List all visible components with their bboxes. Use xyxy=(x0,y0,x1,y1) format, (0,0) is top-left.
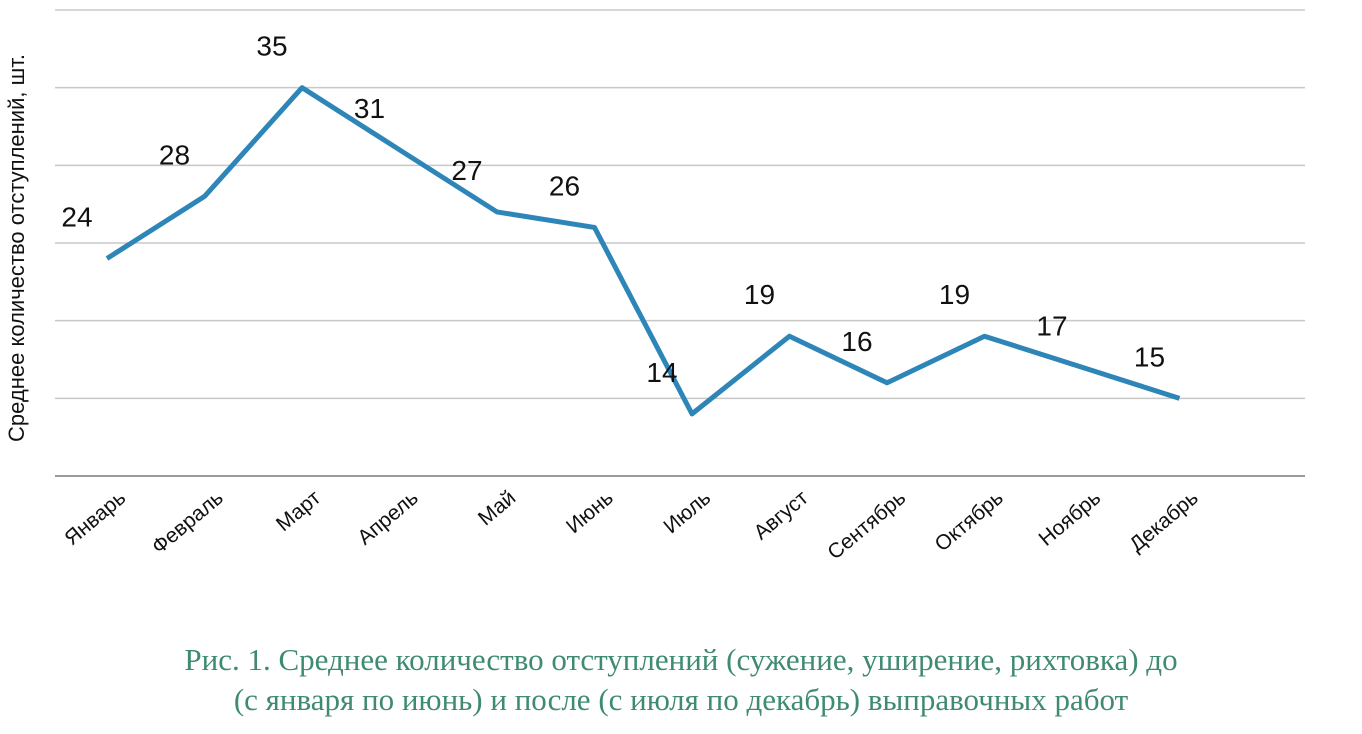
x-tick-label: Апрель xyxy=(353,486,422,549)
x-tick-label: Октябрь xyxy=(931,486,1008,556)
data-label: 35 xyxy=(256,31,287,62)
line-chart: 24 28 35 31 27 26 14 19 16 19 17 15 Январь Февраль Ма… xyxy=(4,9,1305,564)
x-tick-label: Сентябрь xyxy=(823,486,910,564)
data-label: 24 xyxy=(61,202,92,233)
data-label: 19 xyxy=(939,279,970,310)
data-label: 28 xyxy=(159,139,190,170)
x-tick-labels: Январь Февраль Март Апрель Май Июнь Июль Август… xyxy=(60,486,1202,564)
caption-line-1: Рис. 1. Среднее количество отступлений (… xyxy=(184,642,1178,677)
y-axis-label: Среднее количество отступлений, шт. xyxy=(4,54,29,442)
x-tick-label: Август xyxy=(750,486,813,544)
data-label: 16 xyxy=(841,326,872,357)
data-label: 31 xyxy=(354,93,385,124)
x-tick-label: Июнь xyxy=(562,486,618,538)
x-tick-label: Ноябрь xyxy=(1035,486,1106,550)
data-label: 14 xyxy=(646,357,677,388)
data-label: 26 xyxy=(549,170,580,201)
figure-caption: Рис. 1. Среднее количество отступлений (… xyxy=(0,640,1362,720)
gridlines xyxy=(55,9,1305,400)
x-tick-label: Февраль xyxy=(148,486,228,559)
data-label: 19 xyxy=(744,279,775,310)
caption-line-2: (с января по июнь) и после (с июля по де… xyxy=(233,682,1129,717)
data-label: 27 xyxy=(451,155,482,186)
x-tick-label: Декабрь xyxy=(1125,486,1203,556)
data-label: 15 xyxy=(1134,341,1165,372)
data-labels: 24 28 35 31 27 26 14 19 16 19 17 15 xyxy=(61,31,1165,388)
series-line xyxy=(105,85,1181,417)
x-tick-label: Июль xyxy=(659,486,715,538)
data-label: 17 xyxy=(1036,310,1067,341)
x-tick-label: Май xyxy=(474,486,520,530)
x-tick-label: Январь xyxy=(60,486,130,550)
x-tick-label: Март xyxy=(272,486,326,536)
